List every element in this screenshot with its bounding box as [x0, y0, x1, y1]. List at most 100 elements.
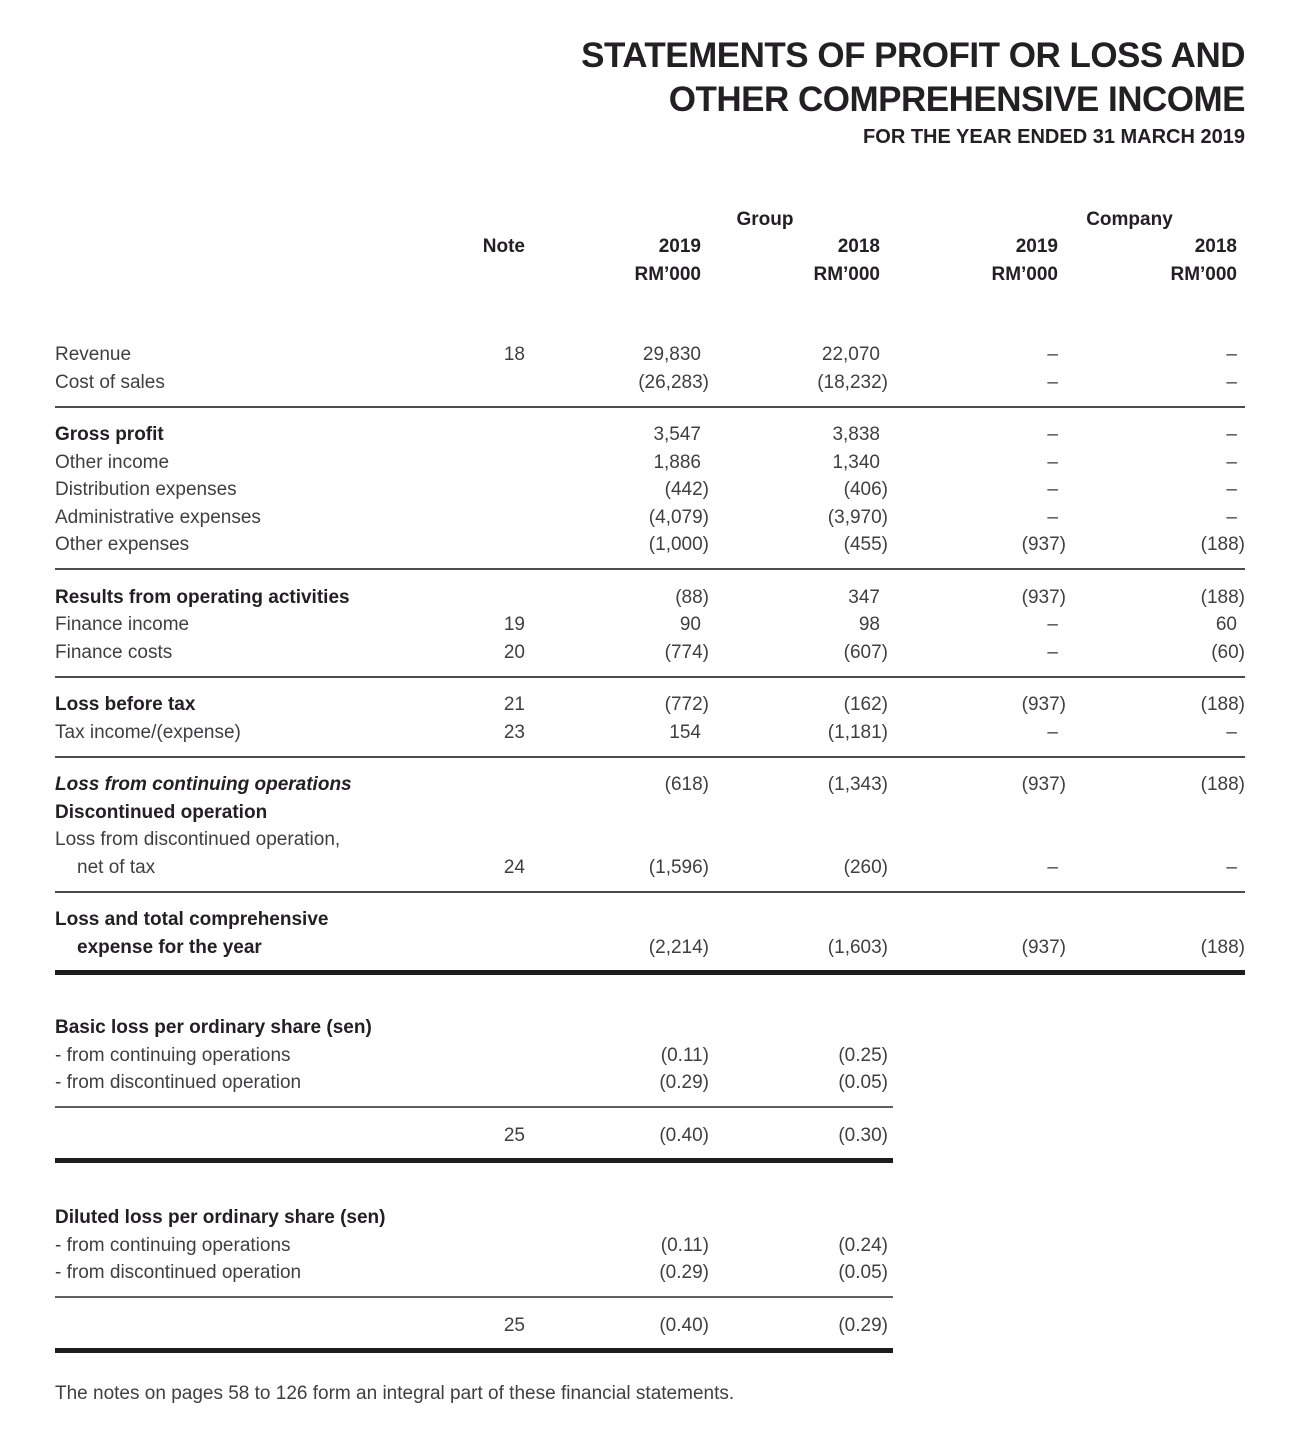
statement-row: - from discontinued operation (0.29) (0.05…	[55, 1070, 1245, 1098]
year-header-company-2019: 2019	[1015, 236, 1058, 258]
value-cell: –	[1047, 451, 1058, 473]
value-cell: –	[1226, 344, 1237, 366]
row-label: Loss and total comprehensive	[55, 909, 329, 931]
value-cell: 29,830	[642, 344, 701, 366]
value-cell: –	[1047, 371, 1058, 393]
value-cell: (774)	[664, 641, 709, 663]
statement-row: - from continuing operations (0.11) (0.25)	[55, 1042, 1245, 1070]
statement-row: 25 (0.40) (0.29)	[55, 1312, 1245, 1340]
row-label: Finance costs	[55, 641, 173, 663]
note-cell: 21	[503, 694, 525, 716]
value-cell: (406)	[843, 479, 888, 501]
statement-row: Finance income 19 90 98 – 60	[55, 612, 1245, 640]
value-cell: –	[1047, 344, 1058, 366]
statement-row: - from continuing operations (0.11) (0.24)	[55, 1232, 1245, 1260]
value-cell: –	[1047, 856, 1058, 878]
value-cell: (0.11)	[660, 1044, 709, 1066]
value-cell: (937)	[1021, 586, 1066, 608]
value-cell: –	[1047, 424, 1058, 446]
row-label: Other income	[55, 451, 170, 473]
statement-row: expense for the year (2,214) (1,603) (937) (…	[55, 934, 1245, 962]
value-cell: –	[1226, 856, 1237, 878]
note-cell: 19	[503, 614, 525, 636]
value-cell: (607)	[843, 641, 888, 663]
value-cell: (937)	[1021, 936, 1066, 958]
value-cell: (60)	[1211, 641, 1245, 663]
column-headers: Group Company Note 2019 2018 2019 2018 R…	[55, 206, 1245, 289]
value-cell: (0.05)	[838, 1262, 888, 1284]
row-label: Cost of sales	[55, 371, 165, 393]
value-cell: (0.40)	[659, 1124, 709, 1146]
statement-row: Tax income/(expense) 23 154 (1,181) – –	[55, 719, 1245, 747]
value-cell: (3,970)	[827, 506, 888, 528]
row-label: expense for the year	[77, 936, 262, 958]
value-cell: 90	[679, 614, 701, 636]
statement-row: net of tax 24 (1,596) (260) – –	[55, 854, 1245, 882]
statement-row: Gross profit 3,547 3,838 – –	[55, 422, 1245, 450]
statement-rows: Revenue 18 29,830 22,070 – – Cost of sales (26,…	[55, 342, 1245, 1353]
statement-row: Cost of sales (26,283) (18,232) – –	[55, 369, 1245, 397]
value-cell: (455)	[843, 534, 888, 556]
value-cell: (0.40)	[659, 1314, 709, 1336]
value-cell: 347	[848, 586, 880, 608]
value-cell: 1,340	[832, 451, 880, 473]
value-cell: –	[1047, 614, 1058, 636]
value-cell: (442)	[664, 479, 709, 501]
page-title-line1: STATEMENTS OF PROFIT OR LOSS AND	[581, 36, 1245, 75]
value-cell: (188)	[1200, 936, 1245, 958]
statement-row: Other income 1,886 1,340 – –	[55, 449, 1245, 477]
statement-row: Basic loss per ordinary share (sen)	[55, 1015, 1245, 1043]
row-label: Loss from continuing operations	[55, 774, 352, 796]
note-cell: 25	[503, 1124, 525, 1146]
value-cell: –	[1047, 479, 1058, 501]
statement-row: Finance costs 20 (774) (607) – (60)	[55, 639, 1245, 667]
value-cell: (1,000)	[648, 534, 709, 556]
value-cell: (2,214)	[648, 936, 709, 958]
statement-row: Other expenses (1,000) (455) (937) (188)	[55, 532, 1245, 560]
row-label: - from continuing operations	[55, 1044, 291, 1066]
value-cell: (772)	[664, 694, 709, 716]
note-cell: 23	[503, 721, 525, 743]
column-year-row: Note 2019 2018 2019 2018	[55, 234, 1245, 262]
value-cell: 60	[1215, 614, 1237, 636]
row-label: Loss from discontinued operation,	[55, 829, 341, 851]
value-cell: (188)	[1200, 774, 1245, 796]
note-cell: 24	[503, 856, 525, 878]
statement-row: Distribution expenses (442) (406) – –	[55, 477, 1245, 505]
value-cell: (937)	[1021, 694, 1066, 716]
value-cell: (162)	[843, 694, 888, 716]
value-cell: (0.29)	[838, 1314, 888, 1336]
unit-header-company-2018: RM’000	[1170, 263, 1237, 285]
statement-row: - from discontinued operation (0.29) (0.05…	[55, 1260, 1245, 1288]
note-cell: 25	[503, 1314, 525, 1336]
row-label: Finance income	[55, 614, 190, 636]
value-cell: (1,596)	[648, 856, 709, 878]
statement-row: 25 (0.40) (0.30)	[55, 1122, 1245, 1150]
divider-rule-medium	[55, 568, 1245, 570]
value-cell: (0.11)	[660, 1234, 709, 1256]
value-cell: (4,079)	[648, 506, 709, 528]
value-cell: –	[1226, 506, 1237, 528]
statement-row: Administrative expenses (4,079) (3,970) – –	[55, 504, 1245, 532]
statement-row: Loss and total comprehensive	[55, 907, 1245, 935]
statement-row: Diluted loss per ordinary share (sen)	[55, 1205, 1245, 1233]
value-cell: –	[1226, 371, 1237, 393]
value-cell: (0.29)	[659, 1072, 709, 1094]
value-cell: (188)	[1200, 586, 1245, 608]
value-cell: (937)	[1021, 774, 1066, 796]
value-cell: (1,343)	[827, 774, 888, 796]
column-group-row: Group Company	[55, 206, 1245, 234]
statement-row: Loss before tax 21 (772) (162) (937) (188)	[55, 692, 1245, 720]
company-column-header: Company	[1086, 208, 1173, 230]
divider-rule-medium	[55, 890, 1245, 893]
value-cell: (1,181)	[827, 721, 888, 743]
year-header-group-2018: 2018	[837, 236, 880, 258]
row-label: - from discontinued operation	[55, 1262, 302, 1284]
value-cell: –	[1226, 721, 1237, 743]
row-label: Results from operating activities	[55, 586, 350, 608]
value-cell: –	[1047, 641, 1058, 663]
divider-rule-thick	[55, 969, 1245, 975]
unit-header-company-2019: RM’000	[991, 263, 1058, 285]
note-column-header: Note	[482, 236, 525, 258]
